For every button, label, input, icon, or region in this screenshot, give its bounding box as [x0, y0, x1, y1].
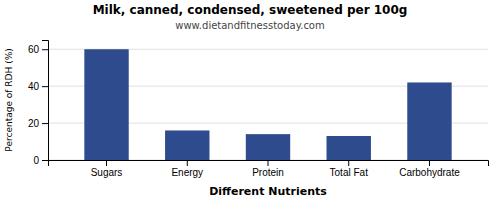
- tick-label: Total Fat: [330, 167, 369, 178]
- tick-mark: [429, 160, 430, 166]
- tick-label: Energy: [171, 167, 203, 178]
- tick-label: 20: [28, 118, 40, 129]
- tick-mark: [187, 160, 188, 166]
- tick: 20: [28, 118, 48, 129]
- bar: [246, 134, 290, 160]
- x-axis-title: Different Nutrients: [209, 185, 327, 198]
- tick-label: 40: [28, 81, 40, 92]
- tick-mark: [42, 86, 48, 87]
- axis-line: [49, 161, 489, 167]
- tick: Carbohydrate: [399, 160, 460, 178]
- bars: [84, 49, 451, 160]
- tick: 0: [33, 155, 48, 166]
- title: Milk, canned, condensed, sweetened per 1…: [93, 3, 408, 17]
- tick-mark: [348, 160, 349, 166]
- tick-mark: [42, 49, 48, 50]
- bar: [165, 130, 209, 160]
- tick: 60: [28, 44, 48, 55]
- plot-area: 0 20 40 60 Sugars Energy Protein Total Fat Carbo…: [28, 41, 489, 179]
- subtitle: www.dietandfitnesstoday.com: [175, 20, 324, 31]
- y-axis: 0 20 40 60: [28, 41, 49, 166]
- tick: Energy: [171, 160, 203, 178]
- y-axis-title: Percentage of RDH (%): [4, 48, 14, 151]
- bar: [407, 82, 451, 160]
- tick: 40: [28, 81, 48, 92]
- tick-mark: [106, 160, 107, 166]
- tick: Total Fat: [330, 160, 369, 178]
- bar: [84, 49, 128, 160]
- tick-label: 0: [33, 155, 39, 166]
- tick-label: Sugars: [91, 167, 123, 178]
- tick-mark: [42, 123, 48, 124]
- axis-line: [42, 41, 49, 161]
- tick-label: Protein: [252, 167, 284, 178]
- chart: Milk, canned, condensed, sweetened per 1…: [0, 0, 500, 200]
- tick-label: 60: [28, 44, 40, 55]
- tick-mark: [268, 160, 269, 166]
- tick: Protein: [252, 160, 284, 178]
- tick: Sugars: [91, 160, 123, 178]
- x-axis: Sugars Energy Protein Total Fat Carbohydrate: [49, 160, 489, 178]
- grid: [48, 49, 488, 160]
- bar: [327, 136, 371, 160]
- tick-label: Carbohydrate: [399, 167, 460, 178]
- tick-mark: [42, 160, 48, 161]
